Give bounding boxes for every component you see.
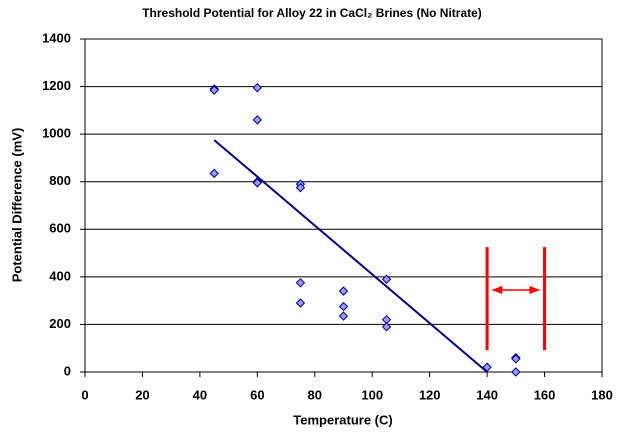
data-point xyxy=(338,301,349,312)
y-tick-label: 200 xyxy=(49,316,71,331)
y-tick-label: 1400 xyxy=(42,30,71,45)
data-point xyxy=(252,83,263,93)
data-point xyxy=(482,362,492,372)
x-tick-label: 60 xyxy=(250,387,264,402)
y-axis-label: Potential Difference (mV) xyxy=(9,128,24,283)
data-point xyxy=(209,168,219,179)
y-tick-label: 600 xyxy=(49,221,71,236)
data-point xyxy=(338,286,349,296)
data-point xyxy=(381,274,392,284)
x-tick-label: 120 xyxy=(419,387,441,402)
data-point xyxy=(511,354,521,364)
data-point xyxy=(295,278,306,288)
x-tick-label: 100 xyxy=(361,387,383,402)
x-tick-label: 180 xyxy=(591,387,613,402)
plot-area xyxy=(84,38,603,373)
y-tick-label: 1200 xyxy=(42,78,71,93)
y-tick-label: 0 xyxy=(64,363,71,378)
x-tick-label: 40 xyxy=(193,387,207,402)
data-point xyxy=(338,311,349,321)
y-tick-label: 800 xyxy=(49,173,71,188)
trend-line xyxy=(213,139,488,373)
x-tick-label: 80 xyxy=(308,387,322,402)
data-point xyxy=(511,367,521,377)
chart-title: Threshold Potential for Alloy 22 in CaCl… xyxy=(142,6,482,20)
x-tick-label: 20 xyxy=(135,387,149,402)
data-point xyxy=(252,178,263,188)
y-tick-label: 400 xyxy=(49,268,71,283)
data-point xyxy=(252,115,263,125)
data-point xyxy=(381,322,392,332)
x-axis-label: Temperature (C) xyxy=(293,412,392,427)
data-point xyxy=(295,182,306,193)
y-tick-label: 1000 xyxy=(42,126,71,141)
data-point xyxy=(295,298,306,308)
x-tick-label: 0 xyxy=(81,387,88,402)
x-tick-label: 140 xyxy=(476,387,498,402)
x-tick-label: 160 xyxy=(534,387,556,402)
data-point xyxy=(209,85,219,95)
